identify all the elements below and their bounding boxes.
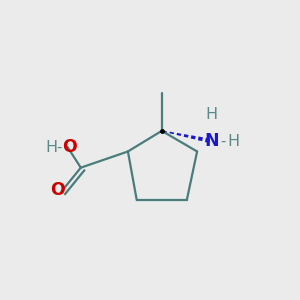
Text: -: - — [220, 134, 226, 149]
Text: H: H — [206, 107, 218, 122]
Text: H: H — [45, 140, 57, 154]
Text: H: H — [227, 134, 239, 149]
Text: O: O — [50, 181, 64, 199]
Text: -: - — [56, 140, 62, 154]
Text: N: N — [205, 132, 219, 150]
Text: O: O — [62, 138, 76, 156]
